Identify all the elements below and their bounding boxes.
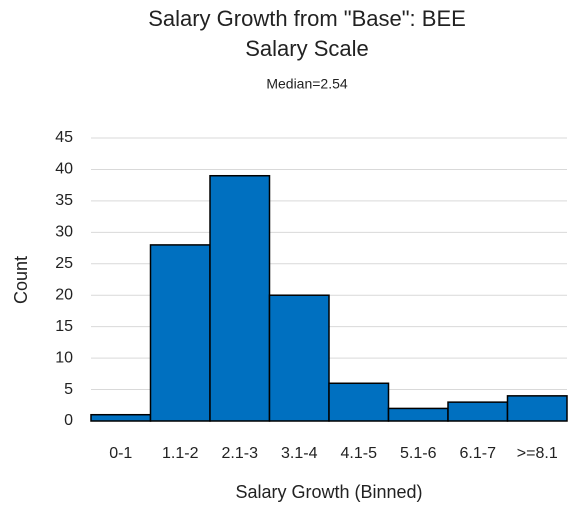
bar <box>447 401 509 422</box>
chart-title: Salary Growth from "Base": BEE Salary Sc… <box>148 6 466 61</box>
bar <box>328 382 390 422</box>
x-tick-label: 4.1-5 <box>341 445 378 462</box>
bar <box>90 413 152 422</box>
x-axis-label: Salary Growth (Binned) <box>235 482 422 502</box>
bar <box>506 395 568 422</box>
y-tick-label: 0 <box>64 412 73 429</box>
y-axis-label: Count <box>11 256 31 304</box>
y-tick-label: 10 <box>55 349 73 366</box>
x-tick-label: 1.1-2 <box>162 445 199 462</box>
y-tick-label: 40 <box>55 161 73 178</box>
x-tick-label: 5.1-6 <box>400 445 437 462</box>
x-tick-label: 2.1-3 <box>222 445 259 462</box>
y-tick-label: 15 <box>55 318 73 335</box>
bar <box>209 174 271 422</box>
x-tick-label: >=8.1 <box>517 445 558 462</box>
y-tick-label: 30 <box>55 224 73 241</box>
x-tick-label: 0-1 <box>109 445 132 462</box>
bar <box>268 294 330 422</box>
y-tick-label: 20 <box>55 286 73 303</box>
bar <box>149 244 211 422</box>
y-tick-label: 5 <box>64 381 73 398</box>
y-tick-label: 25 <box>55 255 73 272</box>
bar <box>387 407 449 422</box>
y-tick-label: 45 <box>55 129 73 146</box>
x-tick-label: 6.1-7 <box>460 445 497 462</box>
x-tick-label: 3.1-4 <box>281 445 318 462</box>
y-tick-label: 35 <box>55 192 73 209</box>
chart-subtitle: Median=2.54 <box>266 76 348 92</box>
